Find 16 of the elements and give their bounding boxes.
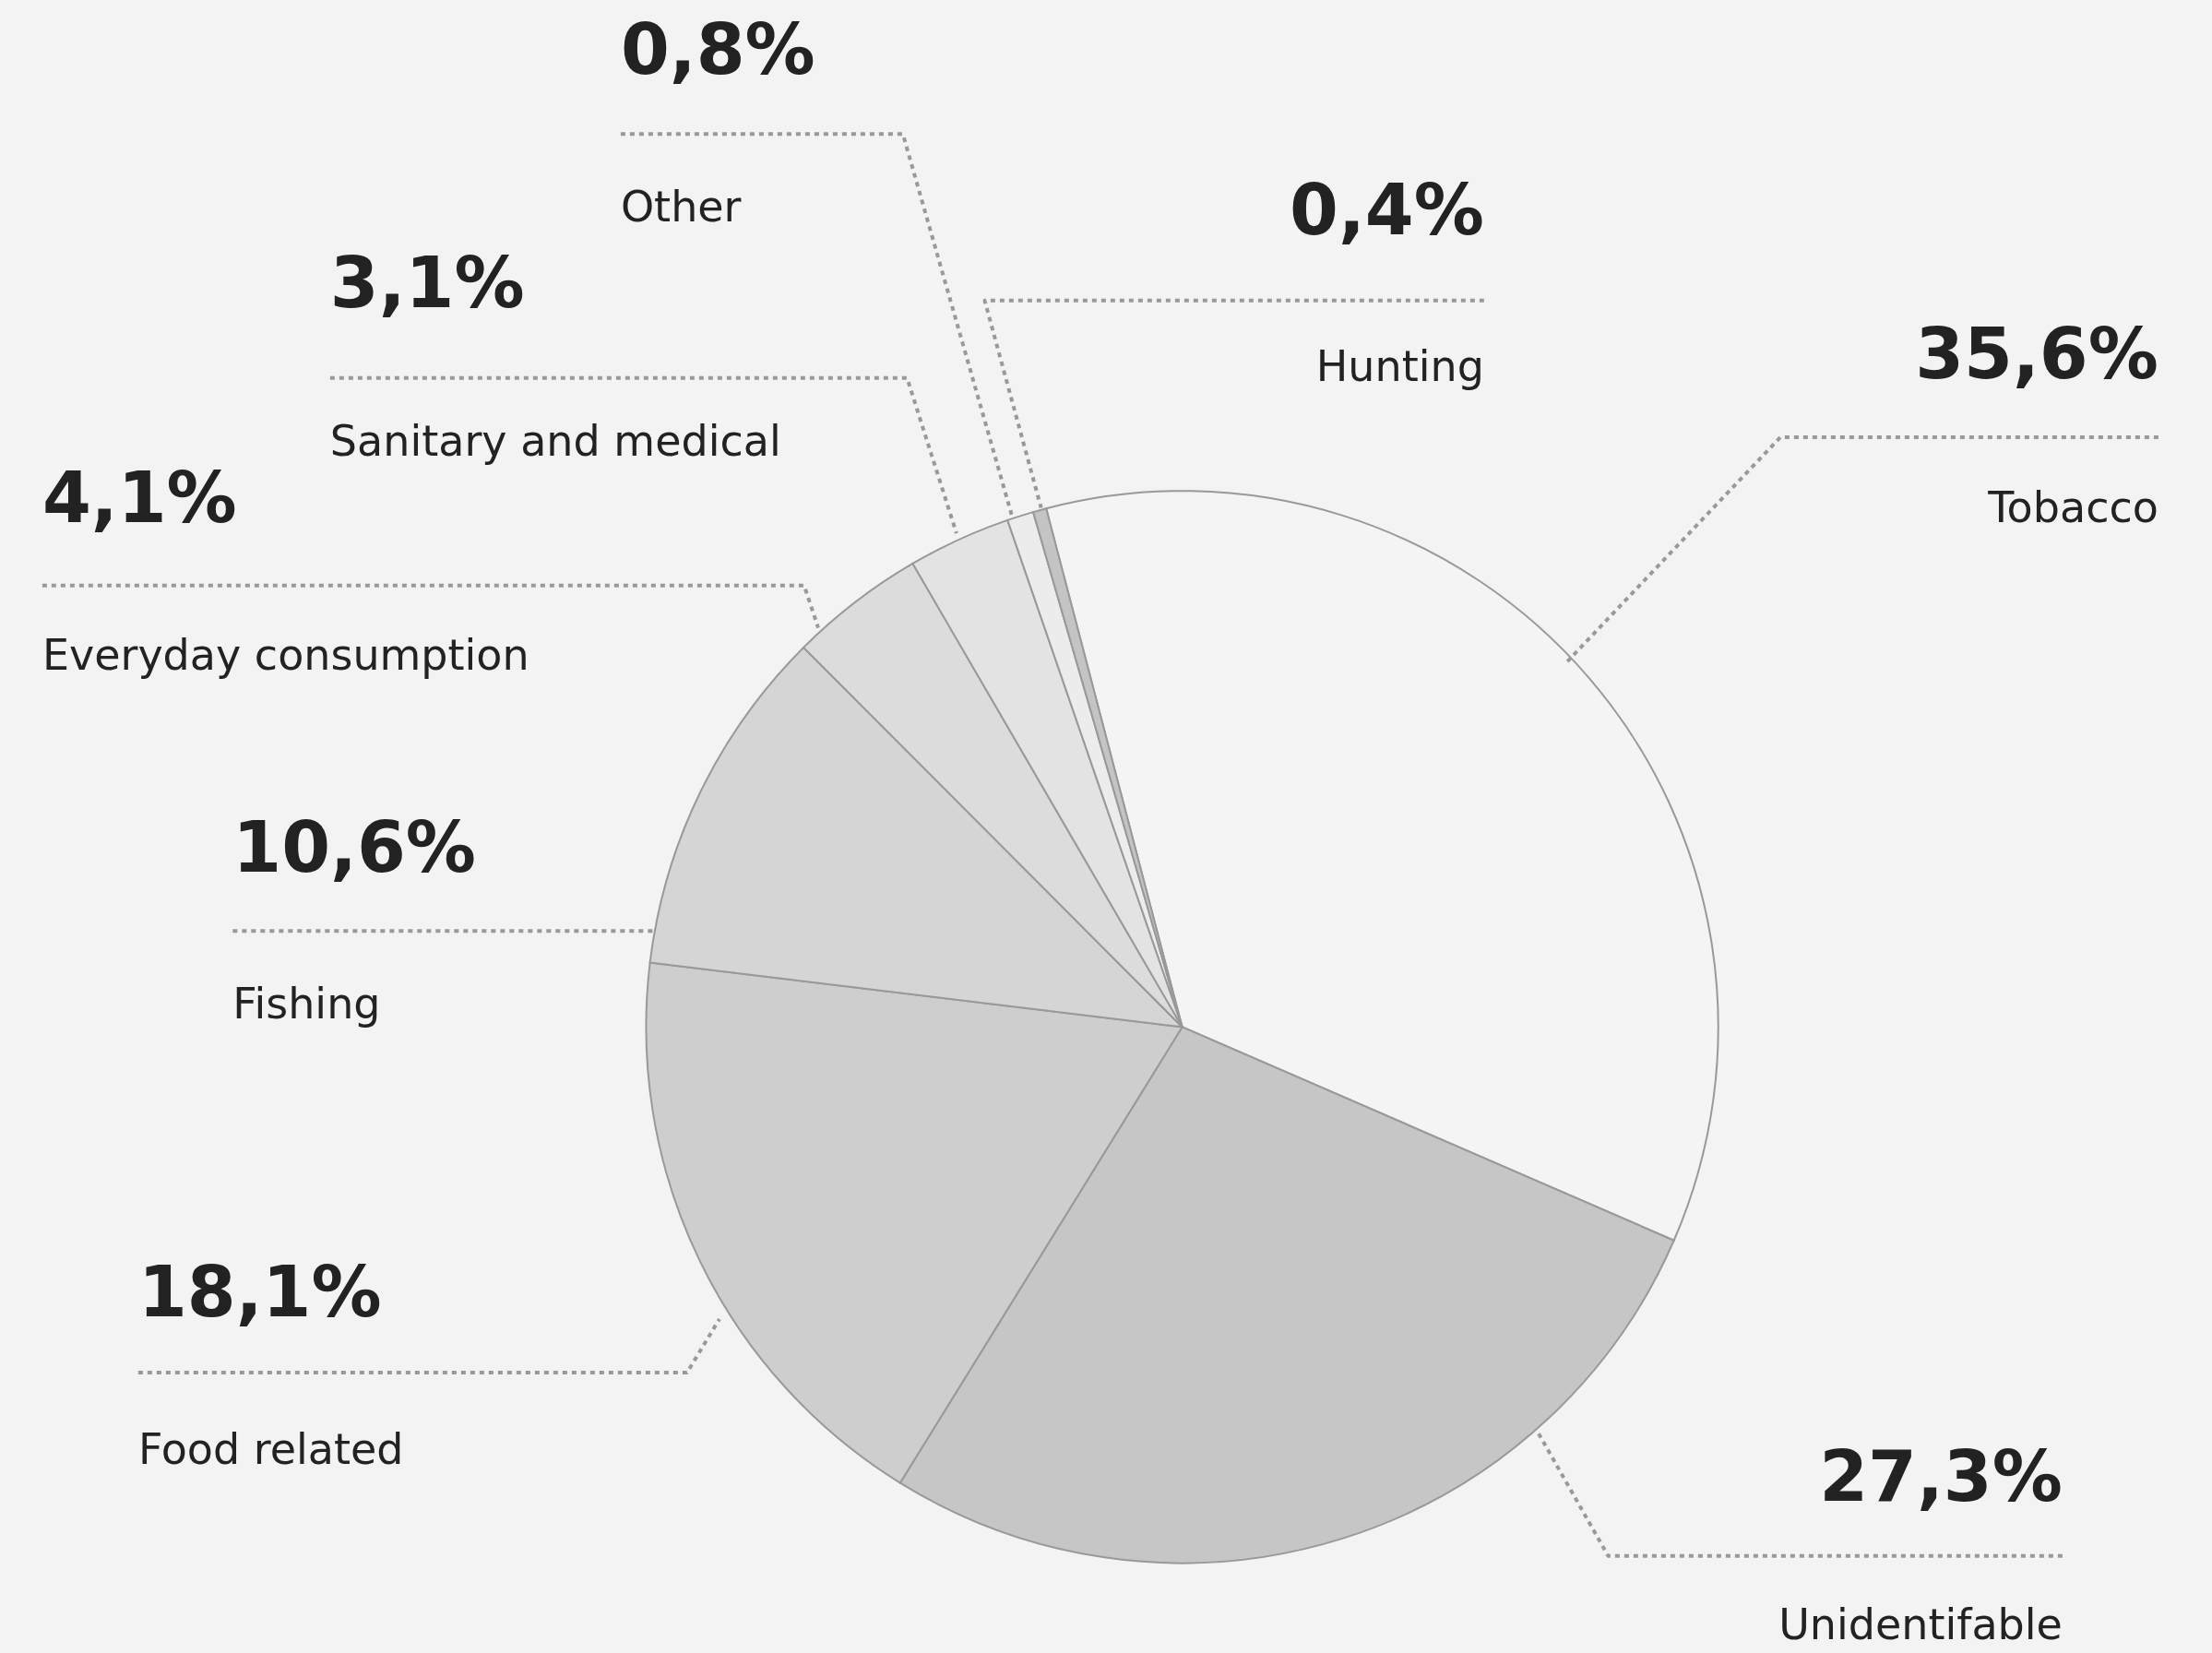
data-label: 35,6%	[1915, 312, 2158, 395]
slice-label: Food related	[137, 1424, 404, 1475]
slice-label: Unidentifable	[1778, 1599, 2063, 1650]
data-label: 18,1%	[137, 1250, 382, 1333]
slice-label: Tobacco	[1987, 482, 2158, 532]
slice-label: Fishing	[232, 979, 381, 1029]
slice-label: Sanitary and medical	[329, 415, 781, 466]
slice-label: Hunting	[1315, 340, 1484, 391]
data-label: 0,4%	[1290, 168, 1484, 251]
slice-label: Other	[620, 182, 742, 232]
slice-label: Everyday consumption	[42, 630, 529, 681]
data-label: 3,1%	[329, 242, 525, 325]
data-label: 10,6%	[232, 806, 477, 889]
data-label: 27,3%	[1819, 1435, 2063, 1518]
data-label: 0,8%	[620, 7, 815, 90]
data-label: 4,1%	[42, 456, 237, 539]
